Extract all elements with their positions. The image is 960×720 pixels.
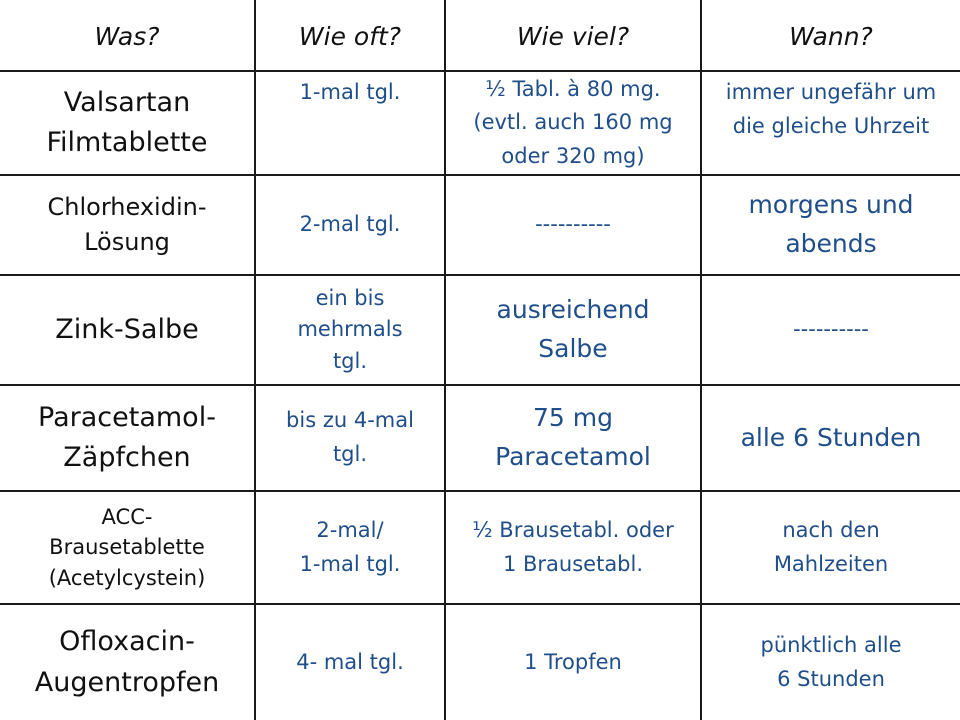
timing-cell: immer ungefähr um die gleiche Uhrzeit (702, 72, 960, 176)
frequency-cell: bis zu 4-mal tgl. (256, 386, 446, 492)
frequency-cell: ein bis mehrmals tgl. (256, 276, 446, 386)
header-wann: Wann? (702, 0, 960, 72)
frequency-cell: 2-mal/ 1-mal tgl. (256, 492, 446, 605)
dose-cell: ---------- (446, 176, 702, 276)
dose-cell: ½ Brausetabl. oder 1 Brausetabl. (446, 492, 702, 605)
dose-cell: 1 Tropfen (446, 605, 702, 720)
frequency-cell: 1-mal tgl. (256, 72, 446, 176)
drug-name: Zink-Salbe (0, 276, 256, 386)
timing-cell: morgens und abends (702, 176, 960, 276)
timing-cell: nach den Mahlzeiten (702, 492, 960, 605)
drug-name: Valsartan Filmtablette (0, 72, 256, 176)
header-wie-oft: Wie oft? (256, 0, 446, 72)
frequency-cell: 2-mal tgl. (256, 176, 446, 276)
timing-cell: alle 6 Stunden (702, 386, 960, 492)
header-was: Was? (0, 0, 256, 72)
drug-name: ACC- Brausetablette (Acetylcystein) (0, 492, 256, 605)
timing-cell: pünktlich alle 6 Stunden (760, 632, 902, 691)
drug-name: Chlorhexidin- Lösung (0, 176, 256, 276)
timing-cell: ---------- (702, 276, 960, 386)
frequency-cell: 4- mal tgl. (256, 605, 446, 720)
dose-cell: ausreichend Salbe (446, 276, 702, 386)
drug-name: Paracetamol- Zäpfchen (0, 386, 256, 492)
drug-name: Ofloxacin- Augentropfen (0, 605, 256, 720)
dose-cell: ½ Tabl. à 80 mg. (evtl. auch 160 mg oder… (446, 72, 702, 176)
header-wie-viel: Wie viel? (446, 0, 702, 72)
dose-cell: 75 mg Paracetamol (446, 386, 702, 492)
